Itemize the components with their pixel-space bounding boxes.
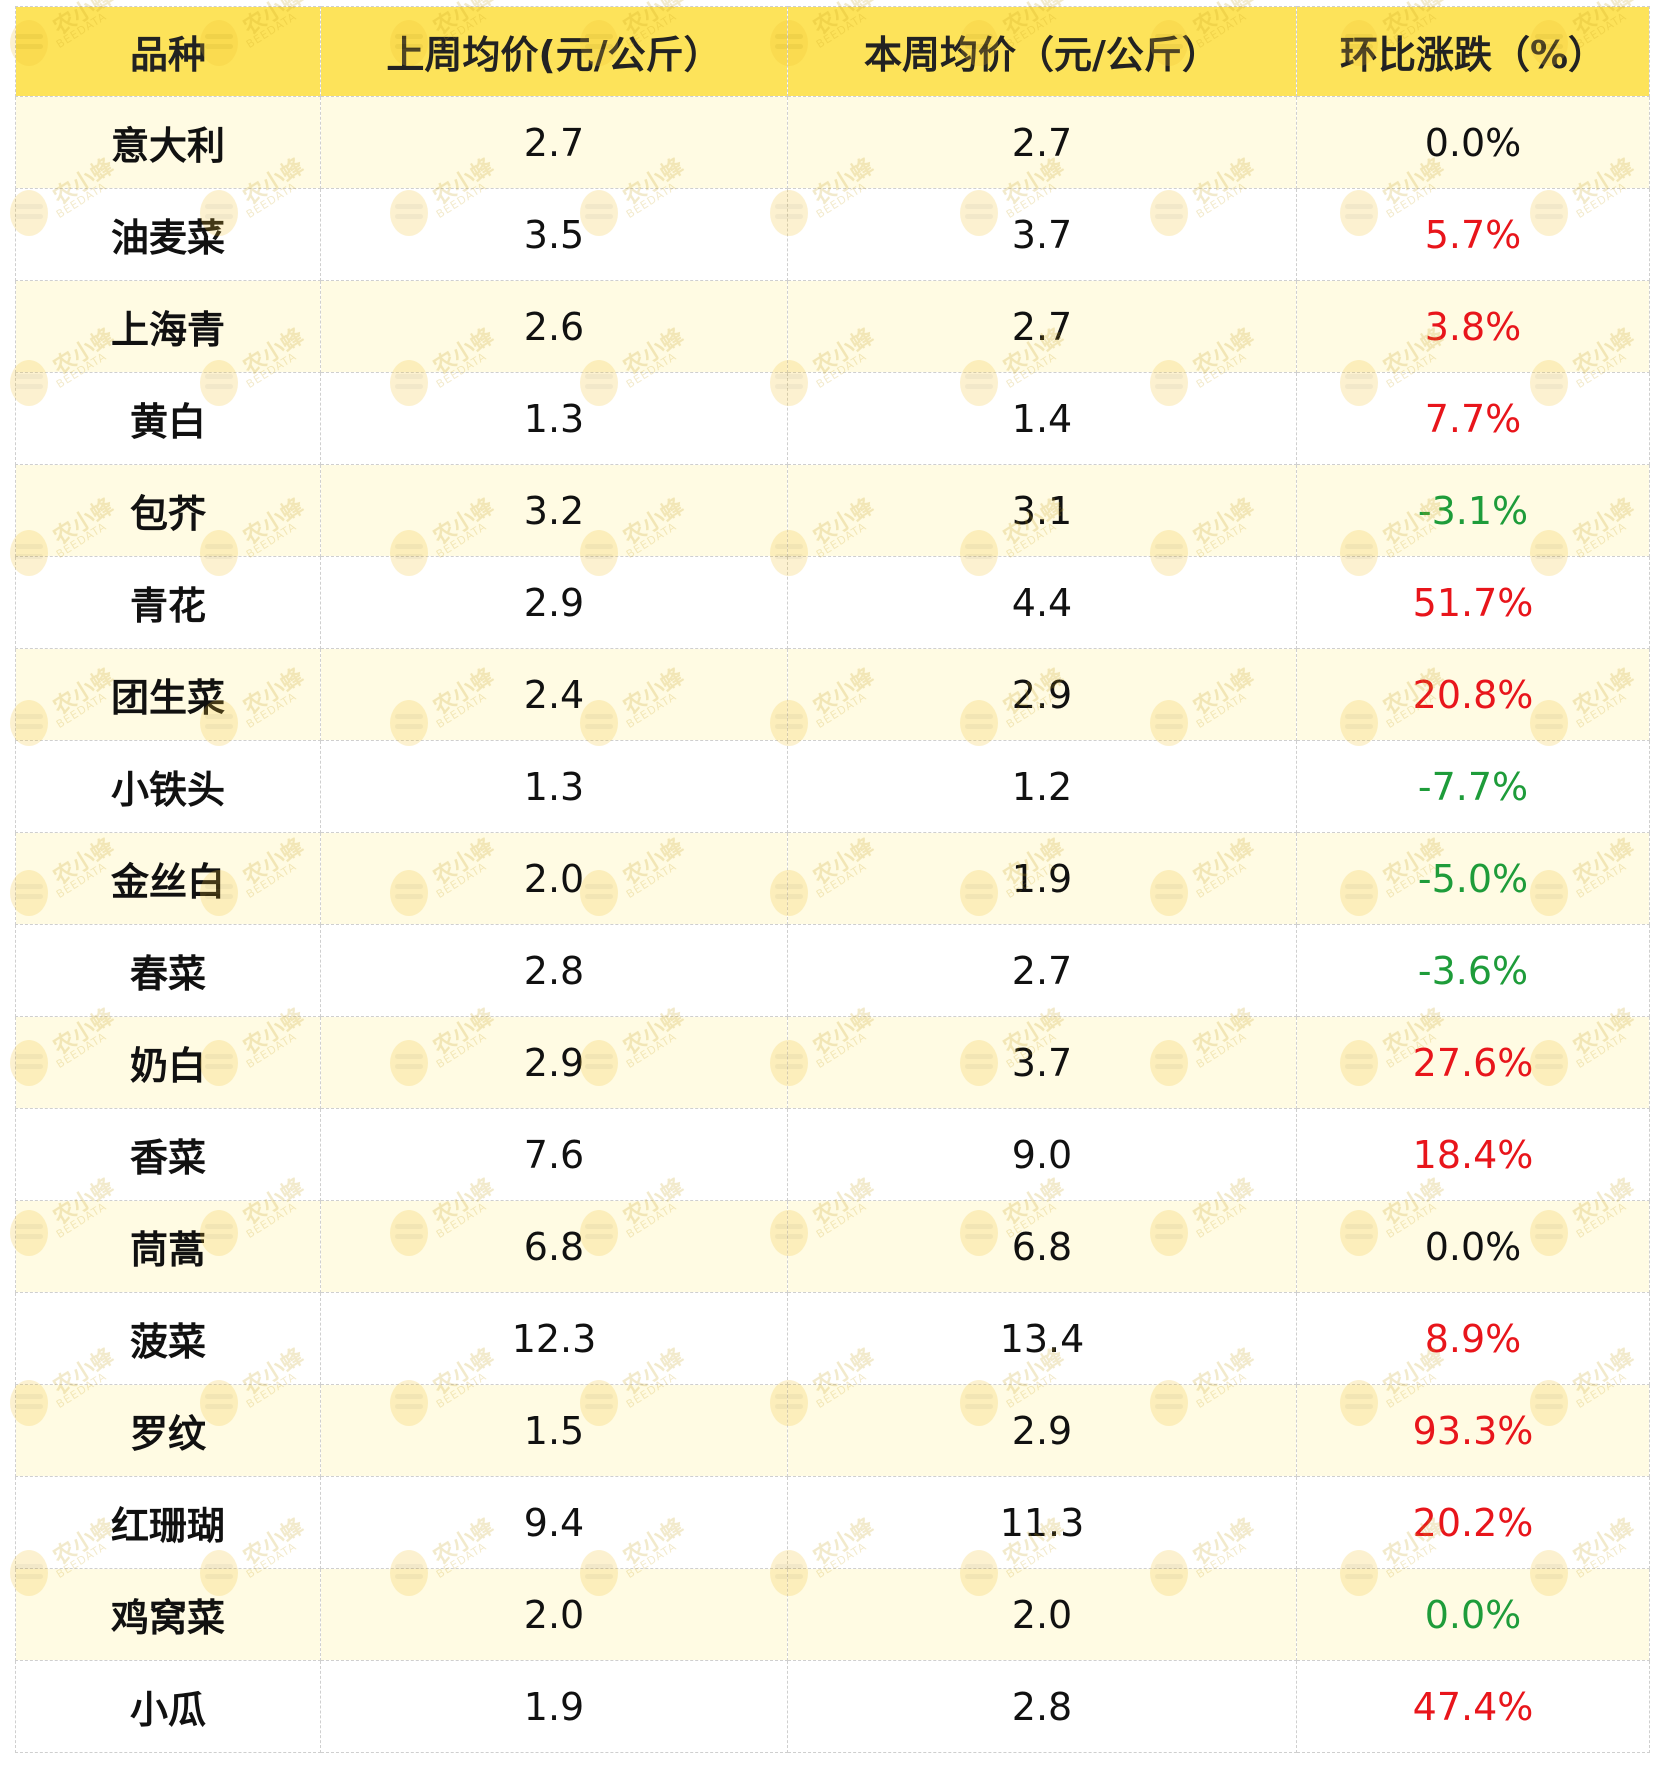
this-week-price-cell: 2.8 [787, 1660, 1297, 1753]
last-week-price-cell: 2.7 [320, 96, 788, 189]
change-cell: -3.1% [1296, 464, 1650, 557]
last-week-price-cell: 1.5 [320, 1384, 788, 1477]
table-row: 香菜 7.6 9.0 18.4% [15, 1108, 1650, 1201]
table-row: 罗纹 1.5 2.9 93.3% [15, 1384, 1650, 1477]
table-row: 团生菜 2.4 2.9 20.8% [15, 648, 1650, 741]
last-week-price-cell: 2.8 [320, 924, 788, 1017]
change-cell: 18.4% [1296, 1108, 1650, 1201]
table-row: 鸡窝菜 2.0 2.0 0.0% [15, 1568, 1650, 1661]
table-row: 奶白 2.9 3.7 27.6% [15, 1016, 1650, 1109]
last-week-price-cell: 2.9 [320, 556, 788, 649]
change-cell: 7.7% [1296, 372, 1650, 465]
table-row: 茼蒿 6.8 6.8 0.0% [15, 1200, 1650, 1293]
variety-cell: 上海青 [15, 280, 321, 373]
variety-cell: 春菜 [15, 924, 321, 1017]
header-variety: 品种 [15, 6, 321, 97]
this-week-price-cell: 1.2 [787, 740, 1297, 833]
table-row: 黄白 1.3 1.4 7.7% [15, 372, 1650, 465]
change-cell: 0.0% [1296, 1200, 1650, 1293]
this-week-price-cell: 13.4 [787, 1292, 1297, 1385]
change-cell: 93.3% [1296, 1384, 1650, 1477]
table-row: 红珊瑚 9.4 11.3 20.2% [15, 1476, 1650, 1569]
change-cell: 27.6% [1296, 1016, 1650, 1109]
this-week-price-cell: 2.9 [787, 648, 1297, 741]
last-week-price-cell: 6.8 [320, 1200, 788, 1293]
header-last-week-price: 上周均价(元/公斤） [320, 6, 788, 97]
last-week-price-cell: 2.0 [320, 1568, 788, 1661]
last-week-price-cell: 7.6 [320, 1108, 788, 1201]
this-week-price-cell: 2.9 [787, 1384, 1297, 1477]
this-week-price-cell: 1.9 [787, 832, 1297, 925]
table-row: 菠菜 12.3 13.4 8.9% [15, 1292, 1650, 1385]
change-cell: 5.7% [1296, 188, 1650, 281]
this-week-price-cell: 3.7 [787, 1016, 1297, 1109]
last-week-price-cell: 2.0 [320, 832, 788, 925]
change-cell: -5.0% [1296, 832, 1650, 925]
this-week-price-cell: 2.7 [787, 280, 1297, 373]
variety-cell: 油麦菜 [15, 188, 321, 281]
this-week-price-cell: 4.4 [787, 556, 1297, 649]
change-cell: 20.2% [1296, 1476, 1650, 1569]
header-this-week-price: 本周均价（元/公斤） [787, 6, 1297, 97]
change-cell: 3.8% [1296, 280, 1650, 373]
last-week-price-cell: 2.9 [320, 1016, 788, 1109]
change-cell: 51.7% [1296, 556, 1650, 649]
last-week-price-cell: 2.6 [320, 280, 788, 373]
variety-cell: 黄白 [15, 372, 321, 465]
variety-cell: 菠菜 [15, 1292, 321, 1385]
variety-cell: 金丝白 [15, 832, 321, 925]
variety-cell: 茼蒿 [15, 1200, 321, 1293]
table-row: 青花 2.9 4.4 51.7% [15, 556, 1650, 649]
this-week-price-cell: 2.7 [787, 96, 1297, 189]
table-row: 小瓜 1.9 2.8 47.4% [15, 1660, 1650, 1753]
variety-cell: 包芥 [15, 464, 321, 557]
last-week-price-cell: 1.3 [320, 740, 788, 833]
change-cell: -7.7% [1296, 740, 1650, 833]
change-cell: 20.8% [1296, 648, 1650, 741]
table-row: 春菜 2.8 2.7 -3.6% [15, 924, 1650, 1017]
variety-cell: 鸡窝菜 [15, 1568, 321, 1661]
last-week-price-cell: 3.2 [320, 464, 788, 557]
this-week-price-cell: 3.7 [787, 188, 1297, 281]
this-week-price-cell: 2.0 [787, 1568, 1297, 1661]
header-change: 环比涨跌（%） [1296, 6, 1650, 97]
change-cell: 47.4% [1296, 1660, 1650, 1753]
variety-cell: 罗纹 [15, 1384, 321, 1477]
change-cell: 8.9% [1296, 1292, 1650, 1385]
this-week-price-cell: 2.7 [787, 924, 1297, 1017]
variety-cell: 奶白 [15, 1016, 321, 1109]
table-body: 意大利 2.7 2.7 0.0% 油麦菜 3.5 3.7 5.7% 上海青 2.6 2.7 3.8% 黄… [15, 96, 1650, 1753]
change-cell: 0.0% [1296, 1568, 1650, 1661]
variety-cell: 青花 [15, 556, 321, 649]
variety-cell: 香菜 [15, 1108, 321, 1201]
variety-cell: 团生菜 [15, 648, 321, 741]
table-row: 意大利 2.7 2.7 0.0% [15, 96, 1650, 189]
variety-cell: 意大利 [15, 96, 321, 189]
header-row: 品种 上周均价(元/公斤） 本周均价（元/公斤） 环比涨跌（%） [15, 6, 1650, 97]
change-cell: 0.0% [1296, 96, 1650, 189]
this-week-price-cell: 11.3 [787, 1476, 1297, 1569]
last-week-price-cell: 1.3 [320, 372, 788, 465]
this-week-price-cell: 6.8 [787, 1200, 1297, 1293]
table-header: 品种 上周均价(元/公斤） 本周均价（元/公斤） 环比涨跌（%） [15, 6, 1650, 97]
last-week-price-cell: 9.4 [320, 1476, 788, 1569]
variety-cell: 小瓜 [15, 1660, 321, 1753]
this-week-price-cell: 3.1 [787, 464, 1297, 557]
this-week-price-cell: 9.0 [787, 1108, 1297, 1201]
table-row: 金丝白 2.0 1.9 -5.0% [15, 832, 1650, 925]
price-table-container: 品种 上周均价(元/公斤） 本周均价（元/公斤） 环比涨跌（%） 意大利 2.7 2… [15, 6, 1650, 1753]
this-week-price-cell: 1.4 [787, 372, 1297, 465]
last-week-price-cell: 12.3 [320, 1292, 788, 1385]
price-table: 品种 上周均价(元/公斤） 本周均价（元/公斤） 环比涨跌（%） 意大利 2.7 2… [15, 6, 1650, 1753]
table-row: 油麦菜 3.5 3.7 5.7% [15, 188, 1650, 281]
last-week-price-cell: 3.5 [320, 188, 788, 281]
last-week-price-cell: 1.9 [320, 1660, 788, 1753]
table-row: 上海青 2.6 2.7 3.8% [15, 280, 1650, 373]
variety-cell: 红珊瑚 [15, 1476, 321, 1569]
last-week-price-cell: 2.4 [320, 648, 788, 741]
table-row: 小铁头 1.3 1.2 -7.7% [15, 740, 1650, 833]
table-row: 包芥 3.2 3.1 -3.1% [15, 464, 1650, 557]
variety-cell: 小铁头 [15, 740, 321, 833]
change-cell: -3.6% [1296, 924, 1650, 1017]
